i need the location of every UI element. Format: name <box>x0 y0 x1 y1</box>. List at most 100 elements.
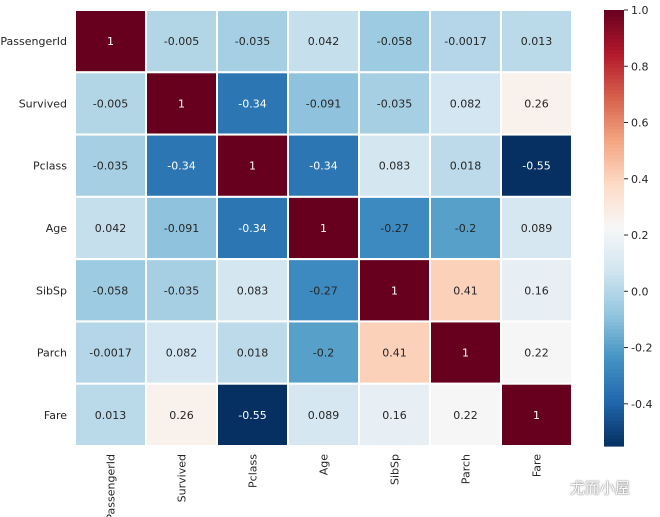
colorbar-segment <box>604 442 624 447</box>
colorbar-segment <box>604 300 624 305</box>
heatmap-cell <box>74 258 147 323</box>
colorbar-segment <box>604 311 624 316</box>
colorbar-segment <box>604 293 624 298</box>
colorbar-segment <box>604 108 624 113</box>
cell-value-label: 0.042 <box>95 222 127 235</box>
colorbar-segment <box>604 315 624 320</box>
colorbar-segment <box>604 369 624 374</box>
cell-value-label: 0.083 <box>379 160 411 173</box>
heatmap-annotations: 1 -0.005 -0.035 0.042 -0.058 -0.0017 0.013 -0.0… <box>89 35 552 422</box>
colorbar-segment <box>604 31 624 37</box>
cell-value-label: 0.042 <box>308 35 340 48</box>
colorbar-segment <box>604 39 624 44</box>
y-tick-label: SibSp <box>36 284 67 297</box>
cell-value-label: 1 <box>391 284 398 297</box>
colorbar-segment <box>604 213 624 218</box>
colorbar-segment <box>604 307 624 313</box>
colorbar: 1.0 0.8 0.6 0.4 0.2 0.0 -0.2 -0.4 <box>604 4 652 447</box>
x-tick-label: Age <box>318 454 331 476</box>
colorbar-tick-label: 0.4 <box>631 173 649 186</box>
cell-value-label: 0.16 <box>382 409 407 422</box>
heatmap-cell <box>429 382 502 448</box>
y-tick-label: Fare <box>44 409 67 422</box>
cell-value-label: 0.26 <box>169 409 194 422</box>
colorbar-segment <box>604 144 624 149</box>
heatmap-cell <box>429 133 502 198</box>
cell-value-label: -0.34 <box>238 97 266 110</box>
cell-value-label: 0.018 <box>450 160 482 173</box>
y-tick-label: Parch <box>37 347 67 360</box>
colorbar-segment <box>604 93 624 98</box>
heatmap-cell <box>216 71 289 136</box>
colorbar-segment <box>604 322 624 327</box>
colorbar-segment <box>604 188 624 193</box>
cell-value-label: -0.005 <box>93 97 128 110</box>
cell-value-label: -0.005 <box>164 35 199 48</box>
colorbar-segment <box>604 376 624 382</box>
colorbar-segment <box>604 184 624 189</box>
colorbar-segment <box>604 333 624 338</box>
colorbar-segment <box>604 111 624 116</box>
cell-value-label: -0.55 <box>238 409 266 422</box>
colorbar-segment <box>604 119 624 124</box>
colorbar-segment <box>604 195 624 200</box>
colorbar-segment <box>604 129 624 135</box>
cell-value-label: 1 <box>320 222 327 235</box>
cell-value-label: -0.2 <box>455 222 476 235</box>
colorbar-segment <box>604 275 624 280</box>
y-tick-label: Age <box>46 222 68 235</box>
colorbar-tick-label: -0.2 <box>631 342 652 355</box>
colorbar-segment <box>604 13 624 18</box>
heatmap-cell <box>216 133 289 198</box>
y-tick-label: Pclass <box>33 160 67 173</box>
heatmap-cell <box>74 9 147 74</box>
colorbar-segment <box>604 406 624 411</box>
colorbar-segment <box>604 220 624 225</box>
y-tick-label: Survived <box>19 97 67 110</box>
colorbar-segment <box>604 17 624 22</box>
cell-value-label: 0.013 <box>95 409 127 422</box>
colorbar-segment <box>604 162 624 167</box>
colorbar-segment <box>604 420 624 425</box>
colorbar-segment <box>604 238 624 244</box>
x-tick-label: PassengerId <box>105 454 118 517</box>
colorbar-segment <box>604 64 624 69</box>
colorbar-segment <box>604 24 624 29</box>
colorbar-segment <box>604 173 624 178</box>
colorbar-segment <box>604 49 624 55</box>
cell-value-label: -0.058 <box>377 35 412 48</box>
heatmap-cell <box>145 195 218 261</box>
colorbar-segment <box>604 267 624 273</box>
x-tick-label: Fare <box>531 454 544 477</box>
cell-value-label: 1 <box>178 97 185 110</box>
colorbar-segment <box>604 387 624 393</box>
cell-value-label: 0.22 <box>524 347 549 360</box>
colorbar-segment <box>604 246 624 251</box>
heatmap-cell <box>216 382 289 448</box>
heatmap-cell <box>74 195 147 261</box>
colorbar-segment <box>604 351 624 356</box>
cell-value-label: 1 <box>462 347 469 360</box>
colorbar-segment <box>604 366 624 371</box>
colorbar-segment <box>604 177 624 182</box>
colorbar-segment <box>604 158 624 164</box>
colorbar-segment <box>604 329 624 334</box>
colorbar-tick-label: 0.8 <box>631 60 649 73</box>
cell-value-label: 0.083 <box>237 284 269 297</box>
colorbar-segment <box>604 402 624 407</box>
colorbar-segment <box>604 115 624 120</box>
colorbar-segment <box>604 206 624 211</box>
colorbar-segment <box>604 304 624 309</box>
colorbar-segment <box>604 264 624 269</box>
colorbar-segment <box>604 86 624 91</box>
colorbar-segment <box>604 122 624 127</box>
colorbar-segment <box>604 380 624 385</box>
colorbar-segment <box>604 126 624 131</box>
cell-value-label: 0.16 <box>524 284 549 297</box>
colorbar-segment <box>604 169 624 175</box>
x-axis-labels: PassengerId Survived Pclass Age SibSp Parch Fa… <box>105 454 544 517</box>
colorbar-segment <box>604 231 624 236</box>
heatmap-cells <box>74 9 573 448</box>
colorbar-segment <box>604 391 624 396</box>
colorbar-segment <box>604 97 624 102</box>
